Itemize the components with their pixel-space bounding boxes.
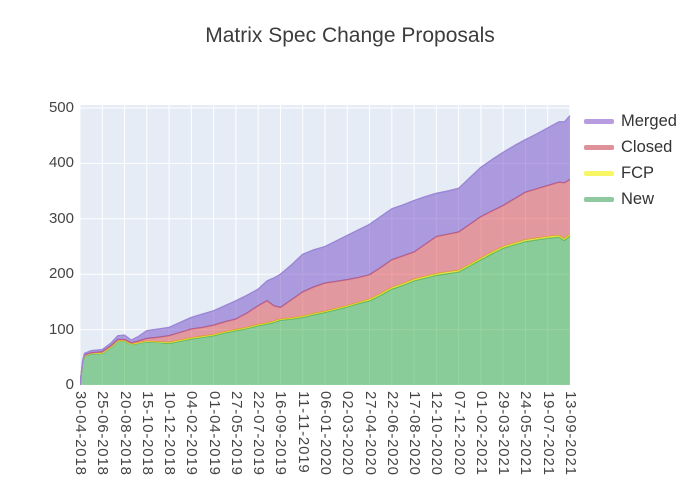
y-tick-label: 300 xyxy=(48,209,74,227)
legend: Merged Closed FCP New xyxy=(584,108,677,212)
chart-title: Matrix Spec Change Proposals xyxy=(205,24,495,47)
x-tick-label: 27-05-2019 xyxy=(227,391,245,476)
x-tick-label: 20-08-2018 xyxy=(116,391,134,476)
x-tick-label: 22-07-2019 xyxy=(250,391,268,476)
x-tick-label: 22-06-2020 xyxy=(383,391,401,476)
x-tick-label: 01-02-2021 xyxy=(472,391,490,476)
x-tick-label: 06-01-2020 xyxy=(317,391,334,476)
legend-label: New xyxy=(621,189,655,208)
x-tick-label: 16-09-2019 xyxy=(272,391,290,476)
x-tick-label: 19-07-2021 xyxy=(539,391,557,476)
x-tick-label: 04-02-2019 xyxy=(183,391,201,476)
x-tick-label: 13-09-2021 xyxy=(562,391,579,476)
x-tick-label: 12-10-2020 xyxy=(428,391,446,476)
x-tick-label: 15-10-2018 xyxy=(138,391,156,476)
y-tick-label: 100 xyxy=(48,320,74,338)
plot-area[interactable] xyxy=(80,105,572,387)
legend-swatch-fcp xyxy=(584,170,614,176)
area-new xyxy=(80,235,570,385)
x-tick-label: 17-08-2020 xyxy=(406,391,424,476)
area-line-merged xyxy=(80,115,571,386)
x-tick-label: 25-06-2018 xyxy=(94,391,112,476)
x-tick-label: 30-04-2018 xyxy=(72,391,89,476)
x-tick-label: 27-04-2020 xyxy=(361,391,379,476)
legend-label: Merged xyxy=(621,111,677,130)
area-merged xyxy=(80,115,570,385)
area-line-closed xyxy=(80,178,571,386)
y-tick-label: 400 xyxy=(48,154,74,172)
legend-item-new[interactable]: New xyxy=(584,186,677,212)
legend-label: Closed xyxy=(621,137,673,156)
legend-swatch-merged xyxy=(584,118,614,124)
y-tick-label: 0 xyxy=(65,376,74,393)
legend-item-merged[interactable]: Merged xyxy=(584,108,677,134)
x-tick-label: 29-03-2021 xyxy=(495,391,513,476)
x-tick-label: 02-03-2020 xyxy=(339,391,357,476)
x-tick-label: 10-12-2018 xyxy=(161,391,179,476)
x-tick-label: 24-05-2021 xyxy=(517,391,535,476)
y-tick-label: 500 xyxy=(48,99,74,116)
legend-swatch-closed xyxy=(584,144,614,150)
area-closed xyxy=(80,179,570,385)
x-tick-label: 01-04-2019 xyxy=(205,391,223,476)
legend-label: FCP xyxy=(621,163,654,182)
x-tick-label: 07-12-2020 xyxy=(450,391,468,476)
legend-item-closed[interactable]: Closed xyxy=(584,134,677,160)
legend-item-fcp[interactable]: FCP xyxy=(584,160,677,186)
legend-swatch-new xyxy=(584,196,614,202)
x-tick-label: 11-11-2019 xyxy=(294,391,312,474)
y-tick-label: 200 xyxy=(48,265,74,283)
